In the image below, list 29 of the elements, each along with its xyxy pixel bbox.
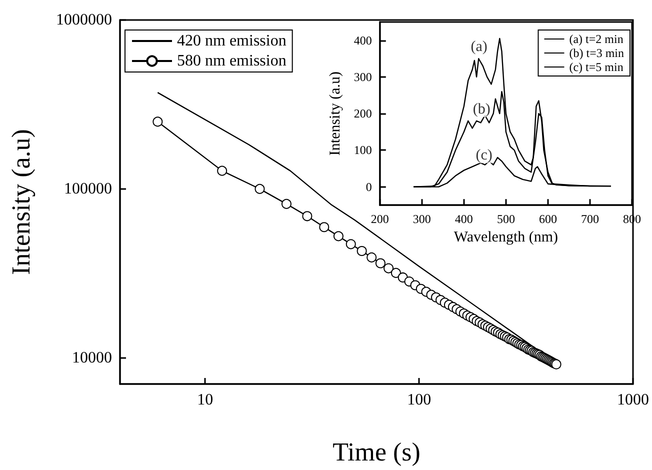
y-tick-label: 200: [354, 106, 372, 121]
legend-label: (c) t=5 min: [569, 60, 624, 74]
x-axis-title: Time (s): [332, 438, 420, 466]
legend-label: 420 nm emission: [177, 32, 286, 50]
x-tick-label: 600: [538, 212, 557, 226]
x-tick-label: 400: [454, 212, 473, 226]
y-axis-title: Intensity (a.u): [328, 71, 344, 156]
x-tick-label: 300: [412, 212, 431, 226]
legend-label: (a) t=2 min: [569, 32, 624, 46]
y-axis-title: Intensity (a.u): [6, 129, 36, 275]
y-tick-label: 1000000: [56, 12, 112, 28]
annotation: (a): [470, 38, 488, 55]
y-tick-label: 10000: [72, 349, 112, 366]
x-tick-label: 100: [407, 392, 432, 408]
x-tick-label: 200: [370, 212, 389, 226]
y-tick-label: 0: [366, 180, 372, 194]
x-tick-label: 1000: [617, 392, 649, 408]
y-tick-label: 100000: [64, 180, 112, 198]
y-tick-label: 400: [354, 33, 372, 48]
x-axis-title: Wavelength (nm): [454, 230, 558, 246]
x-tick-label: 10: [197, 392, 214, 408]
annotation: (b): [472, 102, 490, 118]
y-tick-label: 300: [354, 70, 372, 84]
x-tick-label: 700: [580, 212, 599, 226]
y-tick-label: 100: [354, 143, 372, 158]
annotation: (c): [476, 148, 492, 164]
x-tick-label: 500: [496, 212, 515, 226]
legend-label: (b) t=3 min: [569, 46, 624, 60]
legend-label: 580 nm emission: [177, 52, 286, 70]
